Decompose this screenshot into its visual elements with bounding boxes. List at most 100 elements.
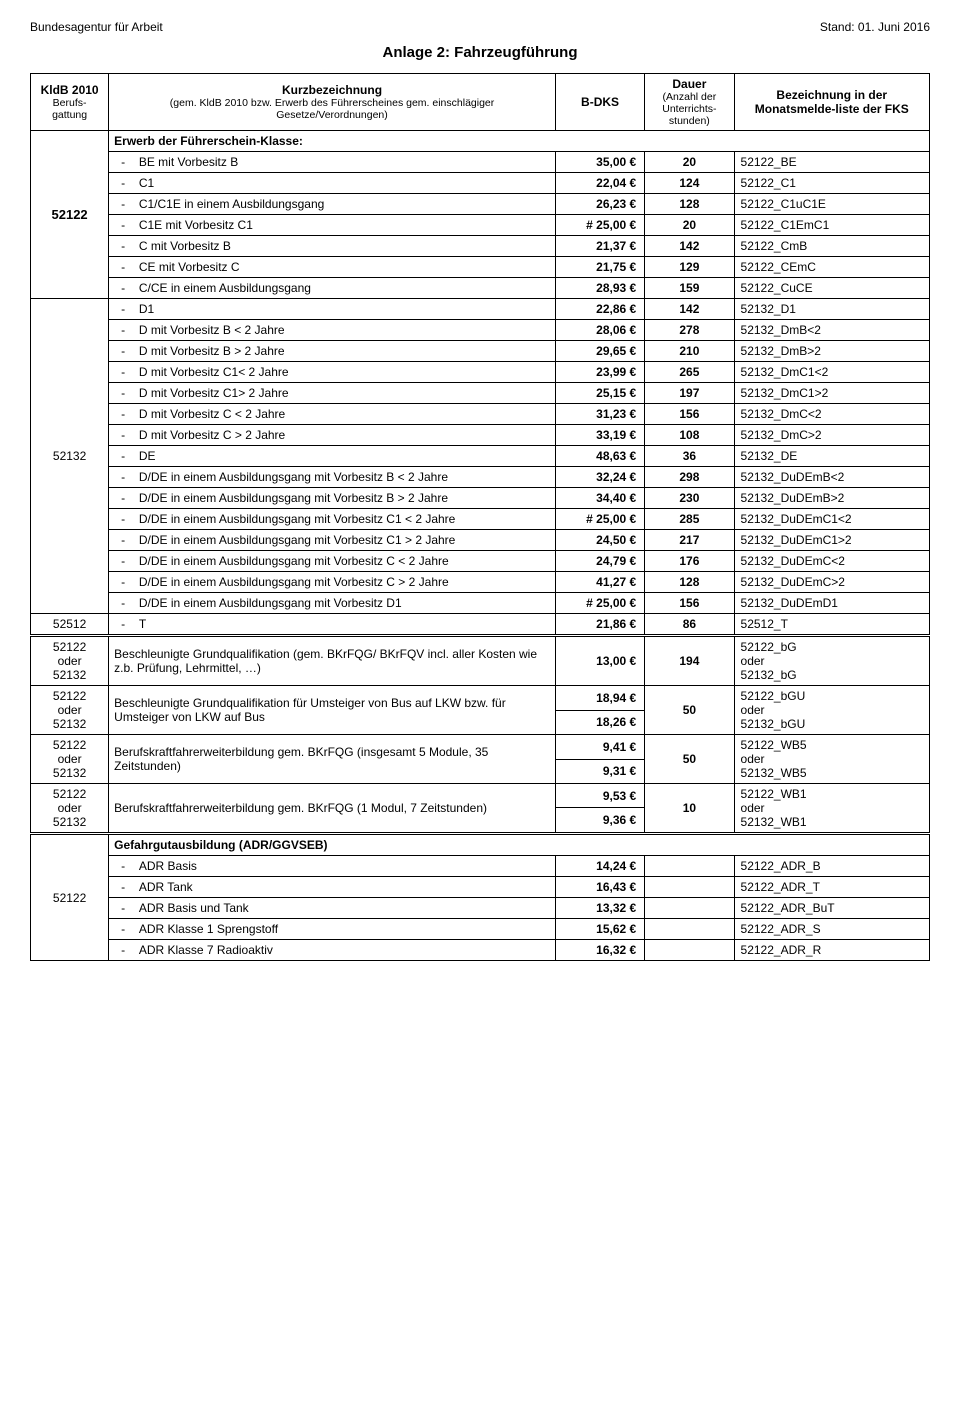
bez-cell: 52132_DmC1<2 — [734, 362, 929, 383]
dauer-cell: 142 — [645, 299, 734, 320]
table-row: - D/DE in einem Ausbildungsgang mit Vorb… — [31, 551, 930, 572]
dauer-cell: 194 — [645, 636, 734, 686]
dauer-cell — [645, 856, 734, 877]
dauer-cell: 86 — [645, 614, 734, 636]
desc-cell: - C/CE in einem Ausbildungsgang — [109, 278, 556, 299]
desc-cell: - DE — [109, 446, 556, 467]
bez-cell: 52122_C1 — [734, 173, 929, 194]
kldb-cell: 52122 — [31, 131, 109, 299]
table-row: - ADR Basis und Tank13,32 €52122_ADR_BuT — [31, 898, 930, 919]
bez-cell: 52122_CmB — [734, 236, 929, 257]
desc-cell: Berufskraftfahrerweiterbildung gem. BKrF… — [109, 735, 556, 784]
col-dauer-sub: (Anzahl der Unterrichts-stunden) — [650, 91, 728, 127]
dauer-cell: 142 — [645, 236, 734, 257]
price-cell: 18,26 € — [555, 710, 644, 735]
kldb-cell: 52122 — [31, 834, 109, 961]
dauer-cell: 230 — [645, 488, 734, 509]
kldb-cell: 52132 — [31, 299, 109, 614]
col-dauer-title: Dauer — [672, 77, 706, 91]
desc-cell: - C1/C1E in einem Ausbildungsgang — [109, 194, 556, 215]
dauer-cell: 265 — [645, 362, 734, 383]
bez-cell: 52132_DmC1>2 — [734, 383, 929, 404]
price-cell: 41,27 € — [555, 572, 644, 593]
dauer-cell: 217 — [645, 530, 734, 551]
table-row: 52132- D122,86 €14252132_D1 — [31, 299, 930, 320]
table-row: - D/DE in einem Ausbildungsgang mit Vorb… — [31, 572, 930, 593]
price-cell: 22,04 € — [555, 173, 644, 194]
desc-cell: - D/DE in einem Ausbildungsgang mit Vorb… — [109, 593, 556, 614]
table-row: - D mit Vorbesitz C < 2 Jahre31,23 €1565… — [31, 404, 930, 425]
table-row: - C1/C1E in einem Ausbildungsgang26,23 €… — [31, 194, 930, 215]
dauer-cell: 129 — [645, 257, 734, 278]
col-bdks: B-DKS — [555, 74, 644, 131]
desc-cell: - D/DE in einem Ausbildungsgang mit Vorb… — [109, 572, 556, 593]
price-cell: # 25,00 € — [555, 215, 644, 236]
document-title: Anlage 2: Fahrzeugführung — [30, 44, 930, 61]
table-row: - ADR Klasse 7 Radioaktiv16,32 €52122_AD… — [31, 940, 930, 961]
table-row: - C mit Vorbesitz B21,37 €14252122_CmB — [31, 236, 930, 257]
price-cell: 26,23 € — [555, 194, 644, 215]
price-cell: 21,75 € — [555, 257, 644, 278]
col-kldb-sub: Berufs-gattung — [36, 97, 103, 121]
dauer-cell: 278 — [645, 320, 734, 341]
desc-cell: - ADR Klasse 7 Radioaktiv — [109, 940, 556, 961]
bez-cell: 52122_ADR_S — [734, 919, 929, 940]
table-row: - ADR Tank16,43 €52122_ADR_T — [31, 877, 930, 898]
dauer-cell — [645, 919, 734, 940]
dauer-cell — [645, 877, 734, 898]
bez-cell: 52122_bGoder52132_bG — [734, 636, 929, 686]
desc-cell: - D/DE in einem Ausbildungsgang mit Vorb… — [109, 509, 556, 530]
desc-cell: - D mit Vorbesitz B > 2 Jahre — [109, 341, 556, 362]
price-cell: 18,94 € — [555, 686, 644, 711]
price-cell: 28,93 € — [555, 278, 644, 299]
price-cell: 21,37 € — [555, 236, 644, 257]
table-row: - D mit Vorbesitz C1< 2 Jahre23,99 €2655… — [31, 362, 930, 383]
price-cell: 13,00 € — [555, 636, 644, 686]
bez-cell: 52122_BE — [734, 152, 929, 173]
table-row: 52122Gefahrgutausbildung (ADR/GGVSEB) — [31, 834, 930, 856]
table-row: - C1E mit Vorbesitz C1# 25,00 €2052122_C… — [31, 215, 930, 236]
col-kldb-title: KldB 2010 — [41, 83, 99, 97]
bez-cell: 52132_D1 — [734, 299, 929, 320]
dauer-cell: 176 — [645, 551, 734, 572]
price-cell: 28,06 € — [555, 320, 644, 341]
desc-cell: - ADR Basis und Tank — [109, 898, 556, 919]
dauer-cell: 10 — [645, 784, 734, 834]
bez-cell: 52132_DuDEmC1>2 — [734, 530, 929, 551]
kldb-cell: 52512 — [31, 614, 109, 636]
bez-cell: 52122_WB1oder52132_WB1 — [734, 784, 929, 834]
desc-cell: - D1 — [109, 299, 556, 320]
dauer-cell: 128 — [645, 194, 734, 215]
bez-cell: 52122_CEmC — [734, 257, 929, 278]
price-cell: 29,65 € — [555, 341, 644, 362]
dauer-cell: 128 — [645, 572, 734, 593]
table-row: - D/DE in einem Ausbildungsgang mit Vorb… — [31, 530, 930, 551]
table-row: - C/CE in einem Ausbildungsgang28,93 €15… — [31, 278, 930, 299]
bez-cell: 52132_DmB>2 — [734, 341, 929, 362]
price-cell: 34,40 € — [555, 488, 644, 509]
dauer-cell: 156 — [645, 404, 734, 425]
bez-cell: 52132_DuDEmC1<2 — [734, 509, 929, 530]
price-cell: 9,36 € — [555, 808, 644, 834]
price-cell: 31,23 € — [555, 404, 644, 425]
table-row: - D/DE in einem Ausbildungsgang mit Vorb… — [31, 593, 930, 614]
table-row: - D mit Vorbesitz C > 2 Jahre33,19 €1085… — [31, 425, 930, 446]
bez-cell: 52132_DmB<2 — [734, 320, 929, 341]
bez-cell: 52122_ADR_T — [734, 877, 929, 898]
desc-cell: - ADR Basis — [109, 856, 556, 877]
table-row: - ADR Klasse 1 Sprengstoff15,62 €52122_A… — [31, 919, 930, 940]
price-cell: 25,15 € — [555, 383, 644, 404]
table-row: - D mit Vorbesitz C1> 2 Jahre25,15 €1975… — [31, 383, 930, 404]
dauer-cell: 197 — [645, 383, 734, 404]
dauer-cell: 50 — [645, 735, 734, 784]
desc-cell: - C1 — [109, 173, 556, 194]
dauer-cell: 285 — [645, 509, 734, 530]
price-cell: 24,79 € — [555, 551, 644, 572]
desc-cell: Berufskraftfahrerweiterbildung gem. BKrF… — [109, 784, 556, 834]
table-row: - ADR Basis14,24 €52122_ADR_B — [31, 856, 930, 877]
kldb-cell: 52122oder52132 — [31, 784, 109, 834]
table-row: 52122Erwerb der Führerschein-Klasse: — [31, 131, 930, 152]
bez-cell: 52122_bGUoder52132_bGU — [734, 686, 929, 735]
desc-cell: - ADR Klasse 1 Sprengstoff — [109, 919, 556, 940]
kldb-cell: 52122oder52132 — [31, 735, 109, 784]
